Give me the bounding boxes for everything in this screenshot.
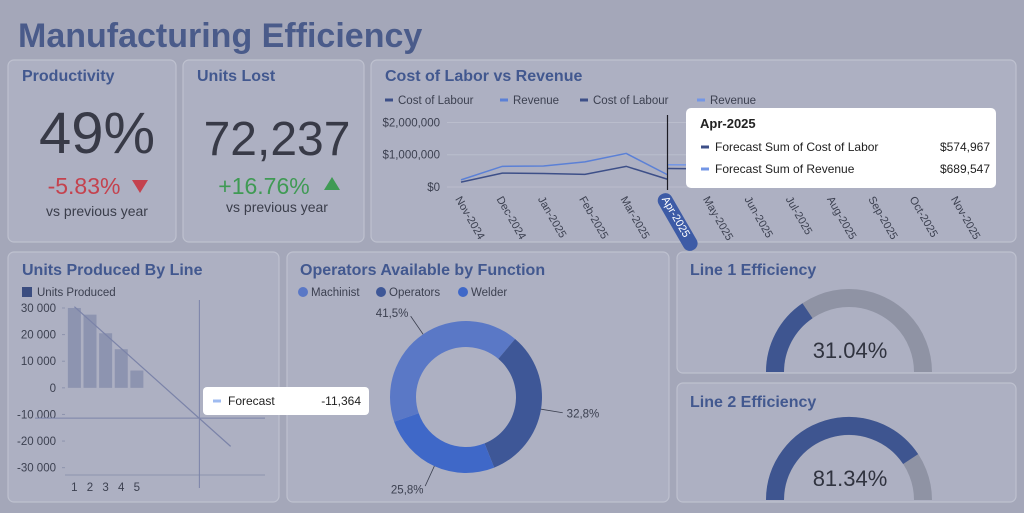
- x-tick-label: 2: [87, 482, 93, 494]
- bar: [67, 307, 81, 388]
- y-tick-label: 20 000: [21, 330, 56, 342]
- leader-line: [540, 408, 563, 414]
- kpi-title: Units Lost: [197, 68, 276, 85]
- data-label: 25,8%: [391, 485, 424, 497]
- chart-title: Units Produced By Line: [22, 262, 203, 279]
- legend-label: Revenue: [513, 95, 559, 107]
- data-label: 41,5%: [376, 308, 409, 320]
- kpi-change: -5.83%: [48, 173, 121, 199]
- trend-line: [73, 306, 232, 447]
- bar: [83, 314, 97, 388]
- chart-card: [676, 251, 1017, 374]
- leader-line: [410, 315, 424, 335]
- legend-label: Revenue: [710, 95, 756, 107]
- kpi-title: Productivity: [22, 68, 115, 85]
- y-tick-label: 30 000: [21, 303, 56, 315]
- gauge-label: 81.34%: [813, 466, 888, 491]
- tooltip: [686, 108, 996, 188]
- chart-card: [7, 251, 280, 503]
- x-tick-label: 4: [118, 482, 125, 494]
- donut-segment: [394, 413, 495, 474]
- legend-label: Cost of Labour: [398, 95, 474, 107]
- chart-card: [286, 251, 670, 503]
- legend-marker: [298, 287, 308, 297]
- y-tick-label: 10 000: [21, 356, 56, 368]
- gauge-label: 31.04%: [813, 338, 888, 363]
- chart-title: Cost of Labor vs Revenue: [385, 68, 582, 85]
- tooltip-title: Apr-2025: [700, 116, 756, 131]
- legend-label: Units Produced: [37, 287, 116, 299]
- donut-segment: [484, 338, 543, 468]
- line-series: [460, 165, 668, 183]
- legend-marker: [458, 287, 468, 297]
- tooltip-label: Forecast Sum of Revenue: [715, 162, 855, 176]
- chart-title: Line 1 Efficiency: [690, 262, 816, 279]
- down-arrow: [132, 180, 148, 193]
- legend-label: Machinist: [311, 287, 360, 299]
- tooltip-value: $689,547: [940, 162, 990, 176]
- line-series: [460, 152, 668, 181]
- y-tick-label: -10 000: [17, 409, 56, 421]
- kpi-change: +16.76%: [218, 173, 309, 199]
- kpi-value: 49%: [39, 101, 155, 166]
- tooltip-label: Forecast Sum of Cost of Labor: [715, 140, 878, 154]
- page-title: Manufacturing Efficiency: [18, 17, 422, 55]
- y-tick-label: -30 000: [17, 463, 56, 475]
- bar: [99, 333, 113, 388]
- y-tick-label: $0: [427, 182, 440, 194]
- kpi-value: 72,237: [204, 113, 351, 166]
- up-arrow: [324, 177, 340, 190]
- chart-card: [676, 382, 1017, 503]
- tooltip-value: $574,967: [940, 140, 990, 154]
- legend-label: Welder: [471, 287, 507, 299]
- data-label: 32,8%: [567, 408, 600, 420]
- donut-segment: [390, 320, 516, 422]
- gauge-value: [766, 303, 813, 373]
- chart-title: Line 2 Efficiency: [690, 394, 816, 411]
- y-tick-label: $2,000,000: [382, 117, 440, 129]
- leader-line: [424, 465, 435, 487]
- tooltip: [203, 387, 369, 415]
- legend-label: Cost of Labour: [593, 95, 669, 107]
- kpi-note: vs previous year: [46, 203, 148, 219]
- legend-label: Operators: [389, 287, 440, 299]
- tooltip-value: -11,364: [321, 394, 361, 408]
- y-tick-label: 0: [50, 383, 56, 395]
- bar: [130, 370, 144, 388]
- kpi-note: vs previous year: [226, 199, 328, 215]
- legend-marker: [376, 287, 386, 297]
- kpi-card: [182, 59, 365, 243]
- highlight-pill: [657, 193, 698, 251]
- gauge-value: [766, 417, 919, 501]
- legend-marker: [22, 287, 32, 297]
- bar: [114, 349, 128, 388]
- x-tick-label: 3: [102, 482, 108, 494]
- x-tick-label: 5: [134, 482, 140, 494]
- tooltip-label: Forecast: [228, 394, 275, 408]
- y-tick-label: $1,000,000: [382, 150, 440, 162]
- chart-title: Operators Available by Function: [300, 262, 545, 279]
- kpi-card: [7, 59, 177, 243]
- y-tick-label: -20 000: [17, 436, 56, 448]
- x-tick-label: 1: [71, 482, 77, 494]
